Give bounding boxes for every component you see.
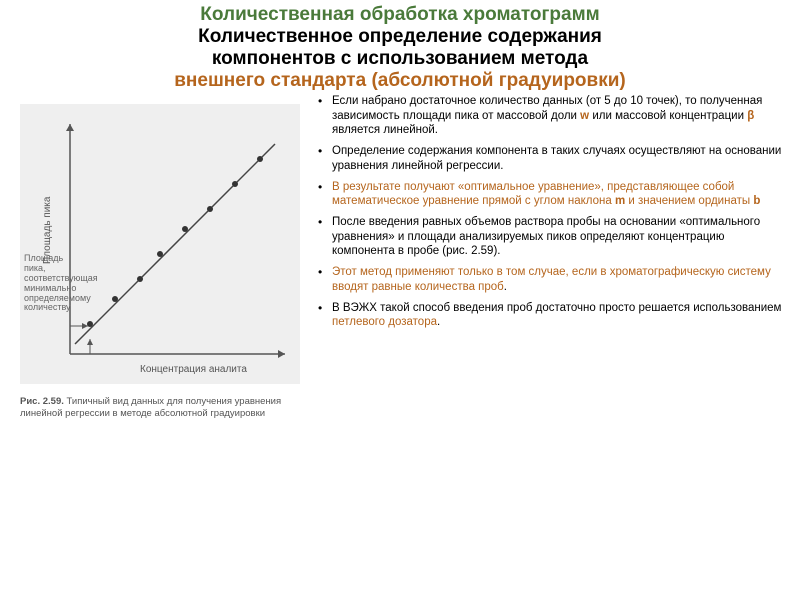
text-span: Этот метод применяют только в том случае… xyxy=(332,266,771,293)
title-line2: Количественное определение содержания xyxy=(20,26,780,48)
calibration-chart: Площадь пикаКонцентрация аналита Площадь… xyxy=(20,104,300,384)
text-span: петлевого дозатора xyxy=(332,316,437,328)
text-span: Определение содержания компонента в таки… xyxy=(332,145,781,172)
left-column: Площадь пикаКонцентрация аналита Площадь… xyxy=(10,94,310,574)
list-item: Определение содержания компонента в таки… xyxy=(316,144,790,173)
list-item: Если набрано достаточное количество данн… xyxy=(316,94,790,138)
title-line4: внешнего стандарта (абсолютной градуиров… xyxy=(20,70,780,92)
list-item: После введения равных объемов раствора п… xyxy=(316,215,790,259)
title-block: Количественная обработка хроматограмм Ко… xyxy=(0,0,800,94)
title-line1: Количественная обработка хроматограмм xyxy=(20,4,780,26)
text-span: В ВЭЖХ такой способ введения проб достат… xyxy=(332,302,781,314)
text-span: β xyxy=(747,110,754,122)
list-item: В ВЭЖХ такой способ введения проб достат… xyxy=(316,301,790,330)
svg-text:Концентрация аналита: Концентрация аналита xyxy=(140,364,247,375)
content-row: Площадь пикаКонцентрация аналита Площадь… xyxy=(0,94,800,574)
text-span: После введения равных объемов раствора п… xyxy=(332,216,760,257)
text-span: b xyxy=(753,195,760,207)
text-span: В результате получают «оптимальное уравн… xyxy=(332,181,601,193)
list-item: Этот метод применяют только в том случае… xyxy=(316,265,790,294)
figure-caption: Рис. 2.59. Типичный вид данных для получ… xyxy=(20,396,300,421)
text-span: является линейной. xyxy=(332,124,438,136)
chart-annotation-peak: Площадь пика, соответствующая минимально… xyxy=(24,254,84,313)
text-span: и значением ординаты xyxy=(625,195,753,207)
caption-prefix: Рис. 2.59. xyxy=(20,396,64,407)
list-item: В результате получают «оптимальное уравн… xyxy=(316,180,790,209)
text-span: m xyxy=(615,195,625,207)
text-span: w xyxy=(580,110,589,122)
right-column: Если набрано достаточное количество данн… xyxy=(310,94,790,574)
text-span: . xyxy=(437,316,440,328)
chart-svg: Площадь пикаКонцентрация аналита xyxy=(20,104,300,384)
text-span: или массовой концентрации xyxy=(589,110,747,122)
text-span: . xyxy=(504,281,507,293)
title-line3: компонентов с использованием метода xyxy=(20,48,780,70)
bullet-list: Если набрано достаточное количество данн… xyxy=(316,94,790,330)
